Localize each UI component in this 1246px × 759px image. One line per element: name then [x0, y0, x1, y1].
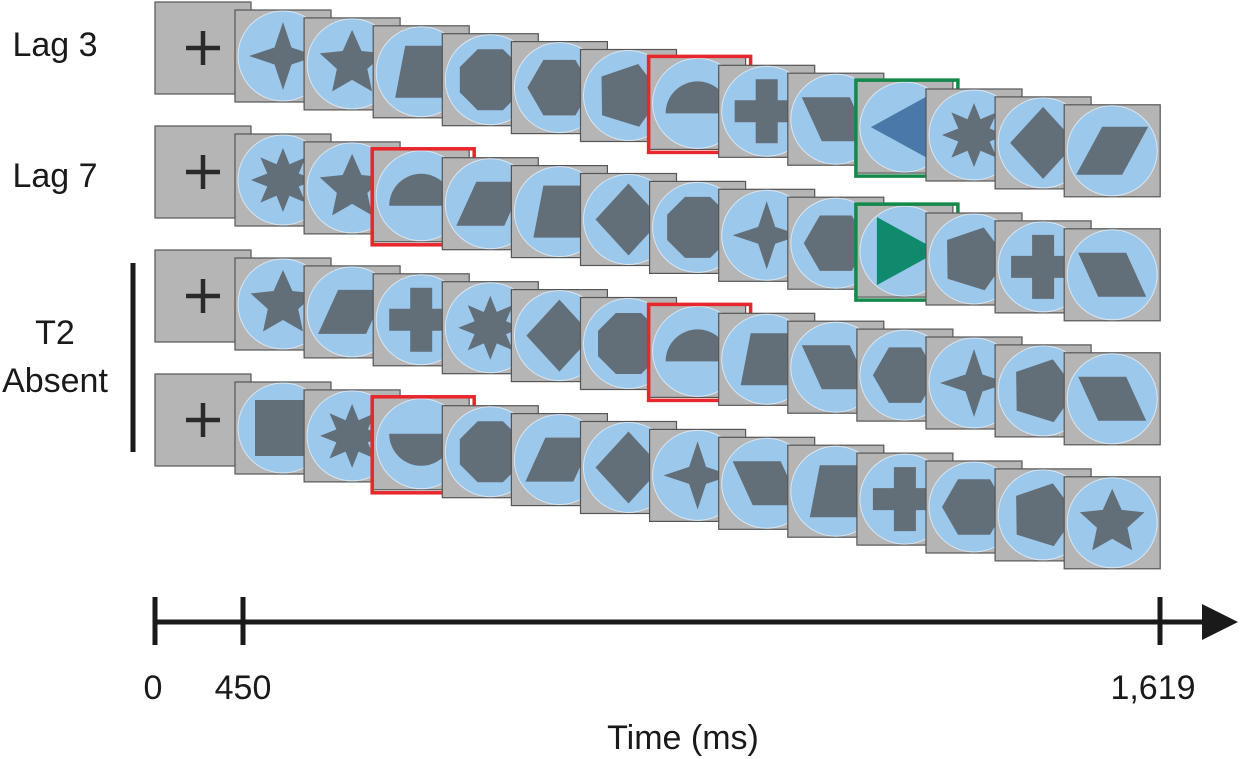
stimulus-shape	[940, 349, 1008, 417]
stimulus-shape	[595, 183, 662, 256]
stimulus-shape	[1076, 126, 1149, 175]
row-label: Absent	[2, 362, 108, 400]
timeline-tick-label: 1,619	[1110, 669, 1195, 707]
stimulus-shape	[595, 431, 662, 504]
stimulus-shape	[250, 270, 316, 332]
fixation-cross	[186, 31, 220, 65]
stimulus-shape	[947, 227, 1007, 291]
stimulus-shape	[319, 29, 385, 92]
timeline-label: Time (ms)	[607, 719, 759, 757]
stimulus-shape	[389, 433, 454, 466]
fixation-cross	[186, 403, 220, 437]
stimulus-shape	[601, 63, 662, 127]
stimulus-shape	[249, 22, 317, 90]
timeline-tick-label: 0	[144, 669, 163, 707]
stimulus-shape	[1078, 252, 1147, 297]
stimulus-shape	[527, 59, 592, 116]
stimulus-shape	[1011, 234, 1076, 299]
stimulus-shape	[318, 289, 387, 334]
stimulus-shape	[459, 49, 521, 111]
stimulus-shape	[665, 81, 730, 114]
timeline-arrowhead	[1202, 604, 1238, 640]
stimulus-shape	[942, 479, 1006, 535]
stimulus-shape	[801, 345, 870, 390]
timeline-tick-label: 450	[215, 669, 272, 707]
stimulus-shape	[665, 329, 730, 362]
stimulus-shape	[732, 461, 801, 506]
stimulus-shape	[1016, 359, 1077, 423]
stimulus-shape	[533, 185, 586, 238]
stimulus-shape	[942, 103, 1006, 167]
fixation-cross	[186, 155, 220, 189]
fixation-cross	[186, 279, 220, 313]
stimulus-shape	[255, 400, 311, 456]
stimulus-shape	[526, 299, 593, 372]
stimulus-shape	[732, 201, 801, 270]
stimulus-shape	[1016, 483, 1077, 547]
row-label: T2	[35, 314, 75, 352]
stimulus-streams	[154, 1, 1161, 570]
stimulus-shape	[251, 148, 315, 212]
stimulus-shape	[663, 441, 732, 510]
stimulus-shape	[1078, 376, 1147, 421]
timeline	[152, 597, 1208, 645]
stimulus-shape	[872, 467, 937, 532]
stimulus-shape	[395, 45, 448, 98]
stimulus-shape	[525, 437, 594, 482]
stimulus-shape	[809, 465, 862, 518]
stimulus-shape	[1010, 106, 1077, 179]
stimulus-shape	[459, 421, 521, 483]
stimulus-shape	[667, 196, 729, 258]
stimulus-shape	[456, 181, 525, 226]
stimulus-shape	[458, 295, 523, 360]
row-label: Lag 3	[12, 26, 97, 64]
stimulus-shape	[876, 217, 939, 286]
stimulus-shape	[1079, 488, 1145, 551]
stimulus-shape	[734, 79, 799, 144]
stimulus-shape	[598, 313, 659, 374]
stimulus-shape	[870, 93, 933, 162]
stimulus-shape	[389, 173, 454, 206]
stimulus-shape	[803, 215, 868, 271]
stimulus-shape	[389, 287, 454, 352]
stimulus-shape	[319, 153, 385, 216]
stimulus-shape	[872, 347, 937, 403]
stimulus-shape	[801, 97, 870, 142]
stimulus-shape	[320, 403, 385, 468]
stimulus-shape	[740, 333, 793, 386]
row-label: Lag 7	[12, 157, 97, 195]
